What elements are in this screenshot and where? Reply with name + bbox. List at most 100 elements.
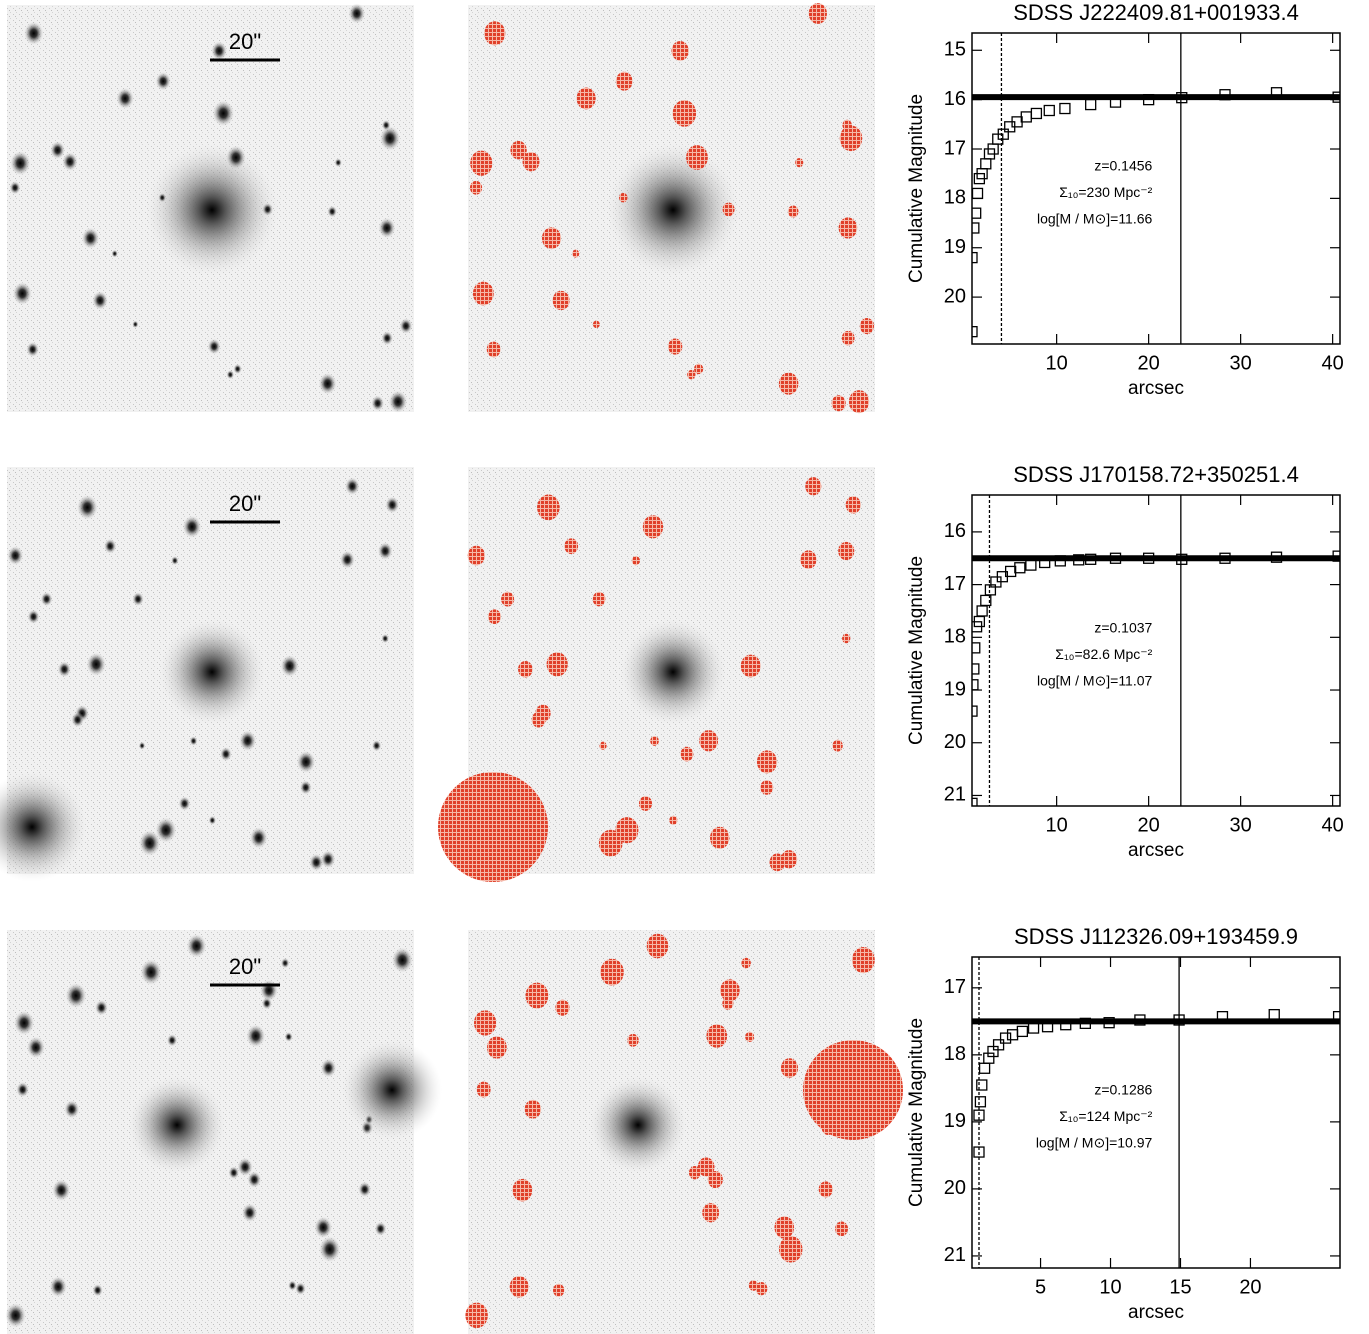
y-tick-label: 16 [944,88,966,110]
galaxy [5,1303,25,1327]
mask-region [553,291,570,310]
mask-region [849,390,869,413]
galaxy [14,1011,34,1035]
galaxy [13,282,32,305]
y-axis-label: Cumulative Magnitude [906,94,927,283]
mask-region [488,609,501,624]
data-point [1086,100,1096,110]
mask-region [702,1203,719,1222]
mask-region [846,496,861,513]
galaxy [171,556,178,565]
galaxy [340,551,355,569]
mask-region [526,983,549,1009]
galaxy [66,983,87,1008]
y-tick-label: 17 [944,573,966,595]
x-axis-label: arcsec [1128,378,1184,399]
mask-region [572,250,579,258]
x-tick-label: 30 [1230,352,1252,374]
galaxy [385,497,399,514]
mask-region [510,141,526,160]
galaxy [190,736,198,745]
chart: SDSS J112326.09+193459.9arcsecCumulative… [906,924,1344,1323]
galaxy [380,126,400,151]
galaxy [179,796,191,810]
galaxy [93,1284,103,1296]
galaxy [10,151,30,175]
galaxy [7,546,23,565]
galaxy [389,391,407,413]
y-tick-label: 16 [944,520,966,542]
mask-region [800,550,816,568]
mask-region [699,730,718,751]
galaxy [281,655,299,677]
central-galaxy [590,1077,687,1174]
x-axis-label: arcsec [1128,840,1184,861]
galaxy [10,181,21,194]
mask-region [639,796,652,811]
mask-region [860,318,874,334]
mask-region [687,370,695,379]
mask-region [474,1010,496,1035]
galaxy [345,478,360,495]
mask-region [555,1000,569,1016]
galaxy [156,72,171,90]
mask-region [669,816,677,825]
mask-region [484,21,505,45]
galaxy [227,370,235,379]
annotation: log[M / M⊙]=10.97 [1036,1134,1153,1150]
galaxy [112,250,118,258]
mask-region [779,1236,802,1263]
mask-region [710,827,729,849]
y-tick-label: 20 [944,731,966,753]
central-galaxy [620,619,726,725]
mask-region [745,1032,754,1042]
data-point [1008,1030,1018,1040]
x-tick-label: 20 [1138,814,1160,836]
mask-region [838,542,854,560]
chart: SDSS J222409.81+001933.4 arcsec Cumulative… [906,0,1344,399]
y-tick-label: 21 [944,1244,966,1266]
galaxy [239,731,256,751]
mask-region [852,947,875,973]
x-tick-label: 40 [1322,352,1344,374]
galaxy [87,653,106,676]
masked-image [438,467,875,882]
galaxy [92,291,107,310]
galaxy [335,158,342,167]
galaxy [319,1236,340,1262]
mask-region [525,1100,541,1119]
central-galaxy [159,619,265,725]
galaxy [285,1032,293,1042]
galaxy [260,980,278,1001]
galaxy [375,1222,387,1236]
y-tick-label: 19 [944,236,966,258]
galaxy [381,331,393,345]
y-tick-label: 21 [944,784,966,806]
galaxy [314,1217,332,1238]
mask-region [473,282,494,306]
page: {"image_panels": [{"scale_label": "20\""… [0,0,1369,1334]
data-point [1026,560,1036,570]
masked-image [468,3,875,413]
mask-region [627,1034,638,1047]
galaxy [132,321,138,328]
galaxy [62,152,77,170]
mask-region [795,158,803,167]
mask-region [706,1024,727,1048]
galaxy [132,592,144,606]
figure: 20"20"20"SDSS J222409.81+001933.4arcsecC… [0,0,1369,1334]
chart-title: SDSS J222409.81+001933.4 [1013,0,1299,25]
galaxy [211,41,227,60]
galaxy [233,364,241,374]
galaxy [50,141,65,159]
annotation: z=0.1037 [1094,619,1152,635]
mask-region [477,1082,491,1098]
galaxy [228,1166,239,1179]
galaxy [237,1158,252,1176]
central-galaxy [146,144,278,276]
mask-region [619,193,627,203]
data-point [1029,1023,1039,1033]
y-tick-label: 20 [944,1177,966,1199]
mask-region [781,1058,798,1077]
data-point [977,1080,987,1090]
